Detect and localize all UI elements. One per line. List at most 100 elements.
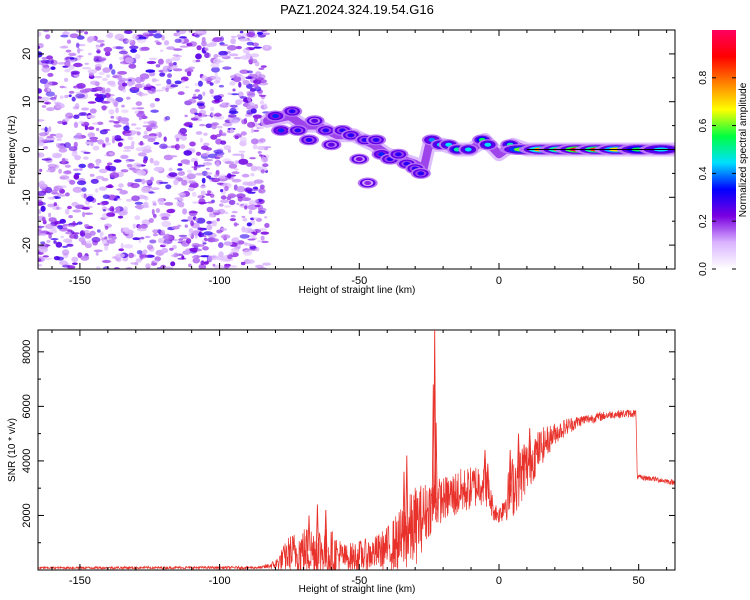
noise-speckle <box>211 177 220 183</box>
noise-speckle <box>248 200 257 206</box>
noise-speckle <box>154 256 161 262</box>
noise-speckle <box>83 151 91 154</box>
noise-speckle <box>176 30 180 33</box>
noise-speckle <box>76 35 85 40</box>
noise-speckle <box>153 260 159 264</box>
noise-speckle <box>148 218 154 223</box>
noise-speckle <box>131 195 140 202</box>
noise-speckle <box>77 47 81 54</box>
noise-speckle <box>247 58 258 64</box>
noise-speckle <box>195 59 201 63</box>
noise-speckle <box>64 94 69 99</box>
noise-speckle <box>218 203 224 207</box>
noise-speckle <box>123 206 128 213</box>
noise-speckle <box>120 169 129 173</box>
x-tick-label: -100 <box>209 575 231 587</box>
noise-speckle <box>101 87 106 94</box>
noise-speckle <box>73 114 80 119</box>
noise-speckle <box>170 261 176 267</box>
noise-speckle <box>161 220 172 228</box>
noise-speckle <box>218 84 224 88</box>
noise-speckle <box>260 65 267 68</box>
noise-speckle <box>213 174 219 178</box>
snr-axes: -150 -100 -50 0 50 2000 4000 6000 8000 <box>21 330 675 587</box>
noise-speckle <box>83 212 94 215</box>
noise-speckle <box>56 206 60 210</box>
noise-speckle <box>253 179 264 184</box>
noise-speckle <box>209 88 214 95</box>
noise-speckle <box>73 62 83 68</box>
noise-speckle <box>121 104 125 108</box>
noise-speckle <box>70 70 80 75</box>
noise-speckle <box>210 106 215 112</box>
y-tick-label: 8000 <box>21 340 33 364</box>
noise-speckle <box>153 33 163 39</box>
noise-speckle <box>220 140 227 145</box>
noise-speckle <box>246 109 254 115</box>
noise-speckle <box>200 190 206 196</box>
noise-speckle <box>73 141 78 148</box>
noise-speckle <box>124 57 134 64</box>
noise-speckle <box>136 34 144 37</box>
signal-blob <box>322 128 330 133</box>
noise-speckle <box>230 214 236 218</box>
noise-speckle <box>231 210 238 214</box>
noise-speckle <box>66 39 72 44</box>
noise-speckle <box>206 220 212 225</box>
noise-speckle <box>65 49 72 53</box>
noise-speckle <box>232 116 242 122</box>
noise-speckle <box>201 36 206 43</box>
noise-speckle <box>152 202 157 206</box>
noise-speckle <box>89 230 96 236</box>
noise-speckle <box>96 266 101 269</box>
noise-speckle <box>230 35 237 39</box>
noise-speckle <box>136 112 146 118</box>
noise-speckle <box>119 120 129 124</box>
noise-speckle <box>166 84 171 87</box>
noise-speckle <box>117 142 123 147</box>
colorbar-fill <box>712 30 736 269</box>
noise-speckle <box>214 112 222 118</box>
noise-speckle <box>250 53 260 58</box>
noise-speckle <box>201 145 209 151</box>
snr-frame <box>37 329 676 571</box>
noise-speckle <box>68 215 73 219</box>
noise-speckle <box>195 34 200 38</box>
noise-speckle <box>44 101 52 105</box>
noise-speckle <box>41 57 48 60</box>
noise-speckle <box>96 61 105 64</box>
noise-speckle <box>113 101 119 108</box>
noise-speckle <box>260 169 265 174</box>
noise-speckle <box>234 168 239 171</box>
noise-speckle <box>228 163 238 169</box>
noise-speckle <box>180 79 185 83</box>
noise-speckle <box>115 107 119 114</box>
noise-speckle <box>173 252 179 258</box>
noise-speckle <box>41 139 50 142</box>
noise-speckle <box>151 262 157 266</box>
noise-speckle <box>68 64 75 70</box>
noise-speckle <box>77 252 83 258</box>
noise-speckle <box>227 254 233 260</box>
noise-speckle <box>253 217 259 220</box>
noise-speckle <box>139 254 150 257</box>
x-tick-label: 50 <box>633 275 645 287</box>
noise-speckle <box>147 124 156 128</box>
noise-speckle <box>242 47 250 54</box>
noise-speckle <box>83 193 87 199</box>
noise-speckle <box>158 70 164 73</box>
noise-speckle <box>68 94 72 98</box>
noise-speckle <box>227 173 232 179</box>
noise-speckle <box>159 72 166 77</box>
noise-speckle <box>168 172 178 178</box>
y-tick-label: 0 <box>21 146 33 152</box>
noise-speckle <box>113 198 118 201</box>
noise-speckle <box>95 66 102 71</box>
noise-speckle <box>195 244 205 247</box>
noise-speckle <box>38 190 47 196</box>
noise-speckle <box>197 112 202 117</box>
noise-speckle <box>228 114 237 118</box>
noise-speckle <box>236 193 246 199</box>
noise-speckle <box>67 205 72 210</box>
noise-speckle <box>115 97 124 103</box>
